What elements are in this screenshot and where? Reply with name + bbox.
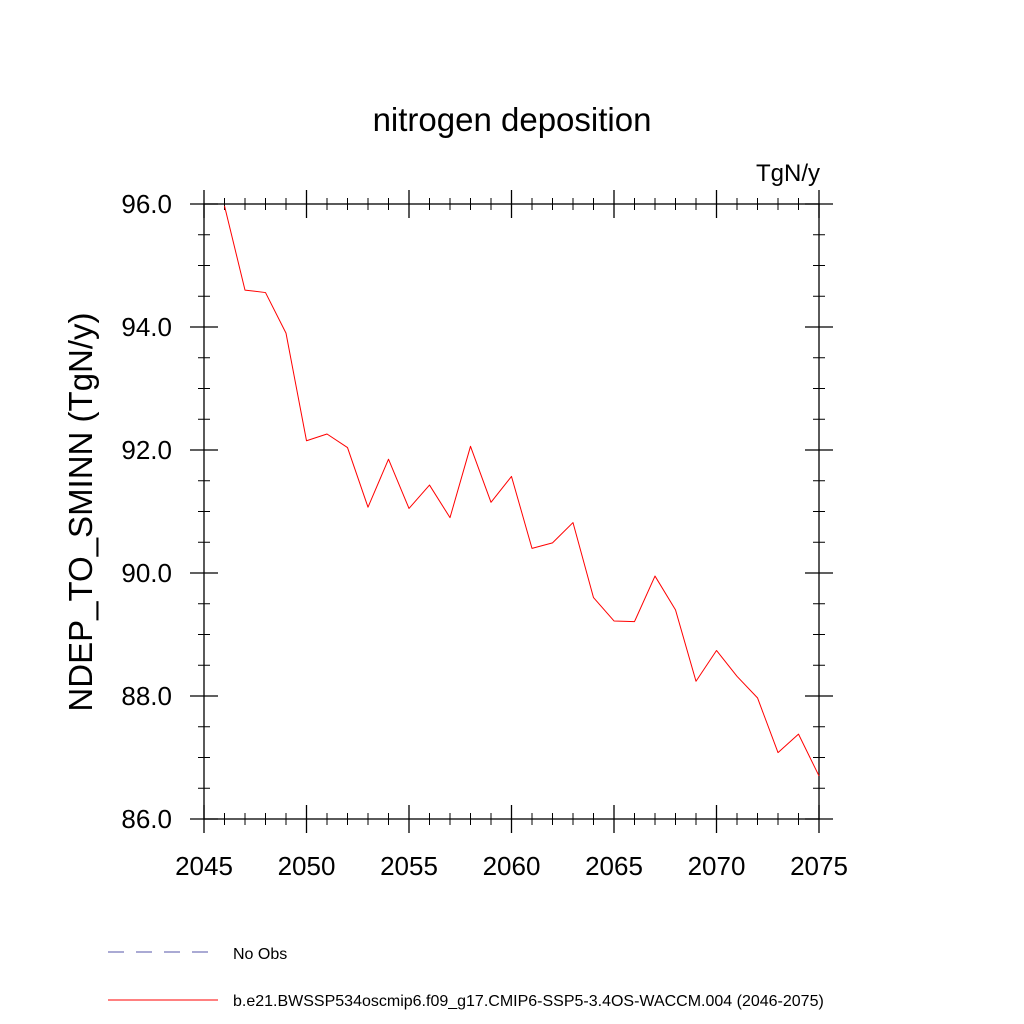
legend-label-no-obs: No Obs: [233, 946, 287, 963]
series-line: [224, 205, 820, 777]
chart-title: nitrogen deposition: [373, 101, 652, 138]
x-tick-label: 2050: [278, 851, 336, 881]
series-layer: [224, 205, 820, 777]
y-tick-label: 92.0: [121, 435, 172, 465]
legend: No Obs b.e21.BWSSP534oscmip6.f09_g17.CMI…: [108, 946, 824, 1010]
y-tick-label: 88.0: [121, 681, 172, 711]
x-tick-label: 2060: [483, 851, 541, 881]
tick-labels: 2045 2050 2055 2060 2065 2070 2075 86.0 88.0 90.0…: [121, 189, 848, 881]
legend-label-series: b.e21.BWSSP534oscmip6.f09_g17.CMIP6-SSP5…: [233, 993, 824, 1010]
x-tick-label: 2065: [585, 851, 643, 881]
x-tick-label: 2070: [688, 851, 746, 881]
minor-ticks: [198, 198, 825, 825]
y-tick-label: 94.0: [121, 312, 172, 342]
x-tick-label: 2075: [790, 851, 848, 881]
y-tick-label: 86.0: [121, 804, 172, 834]
x-tick-label: 2055: [380, 851, 438, 881]
y-axis-label: NDEP_TO_SMINN (TgN/y): [62, 312, 99, 711]
x-tick-label: 2045: [175, 851, 233, 881]
y-tick-label: 96.0: [121, 189, 172, 219]
units-label: TgN/y: [756, 160, 820, 187]
plot-frame: [203, 203, 820, 820]
y-tick-label: 90.0: [121, 558, 172, 588]
major-ticks: [190, 190, 833, 833]
